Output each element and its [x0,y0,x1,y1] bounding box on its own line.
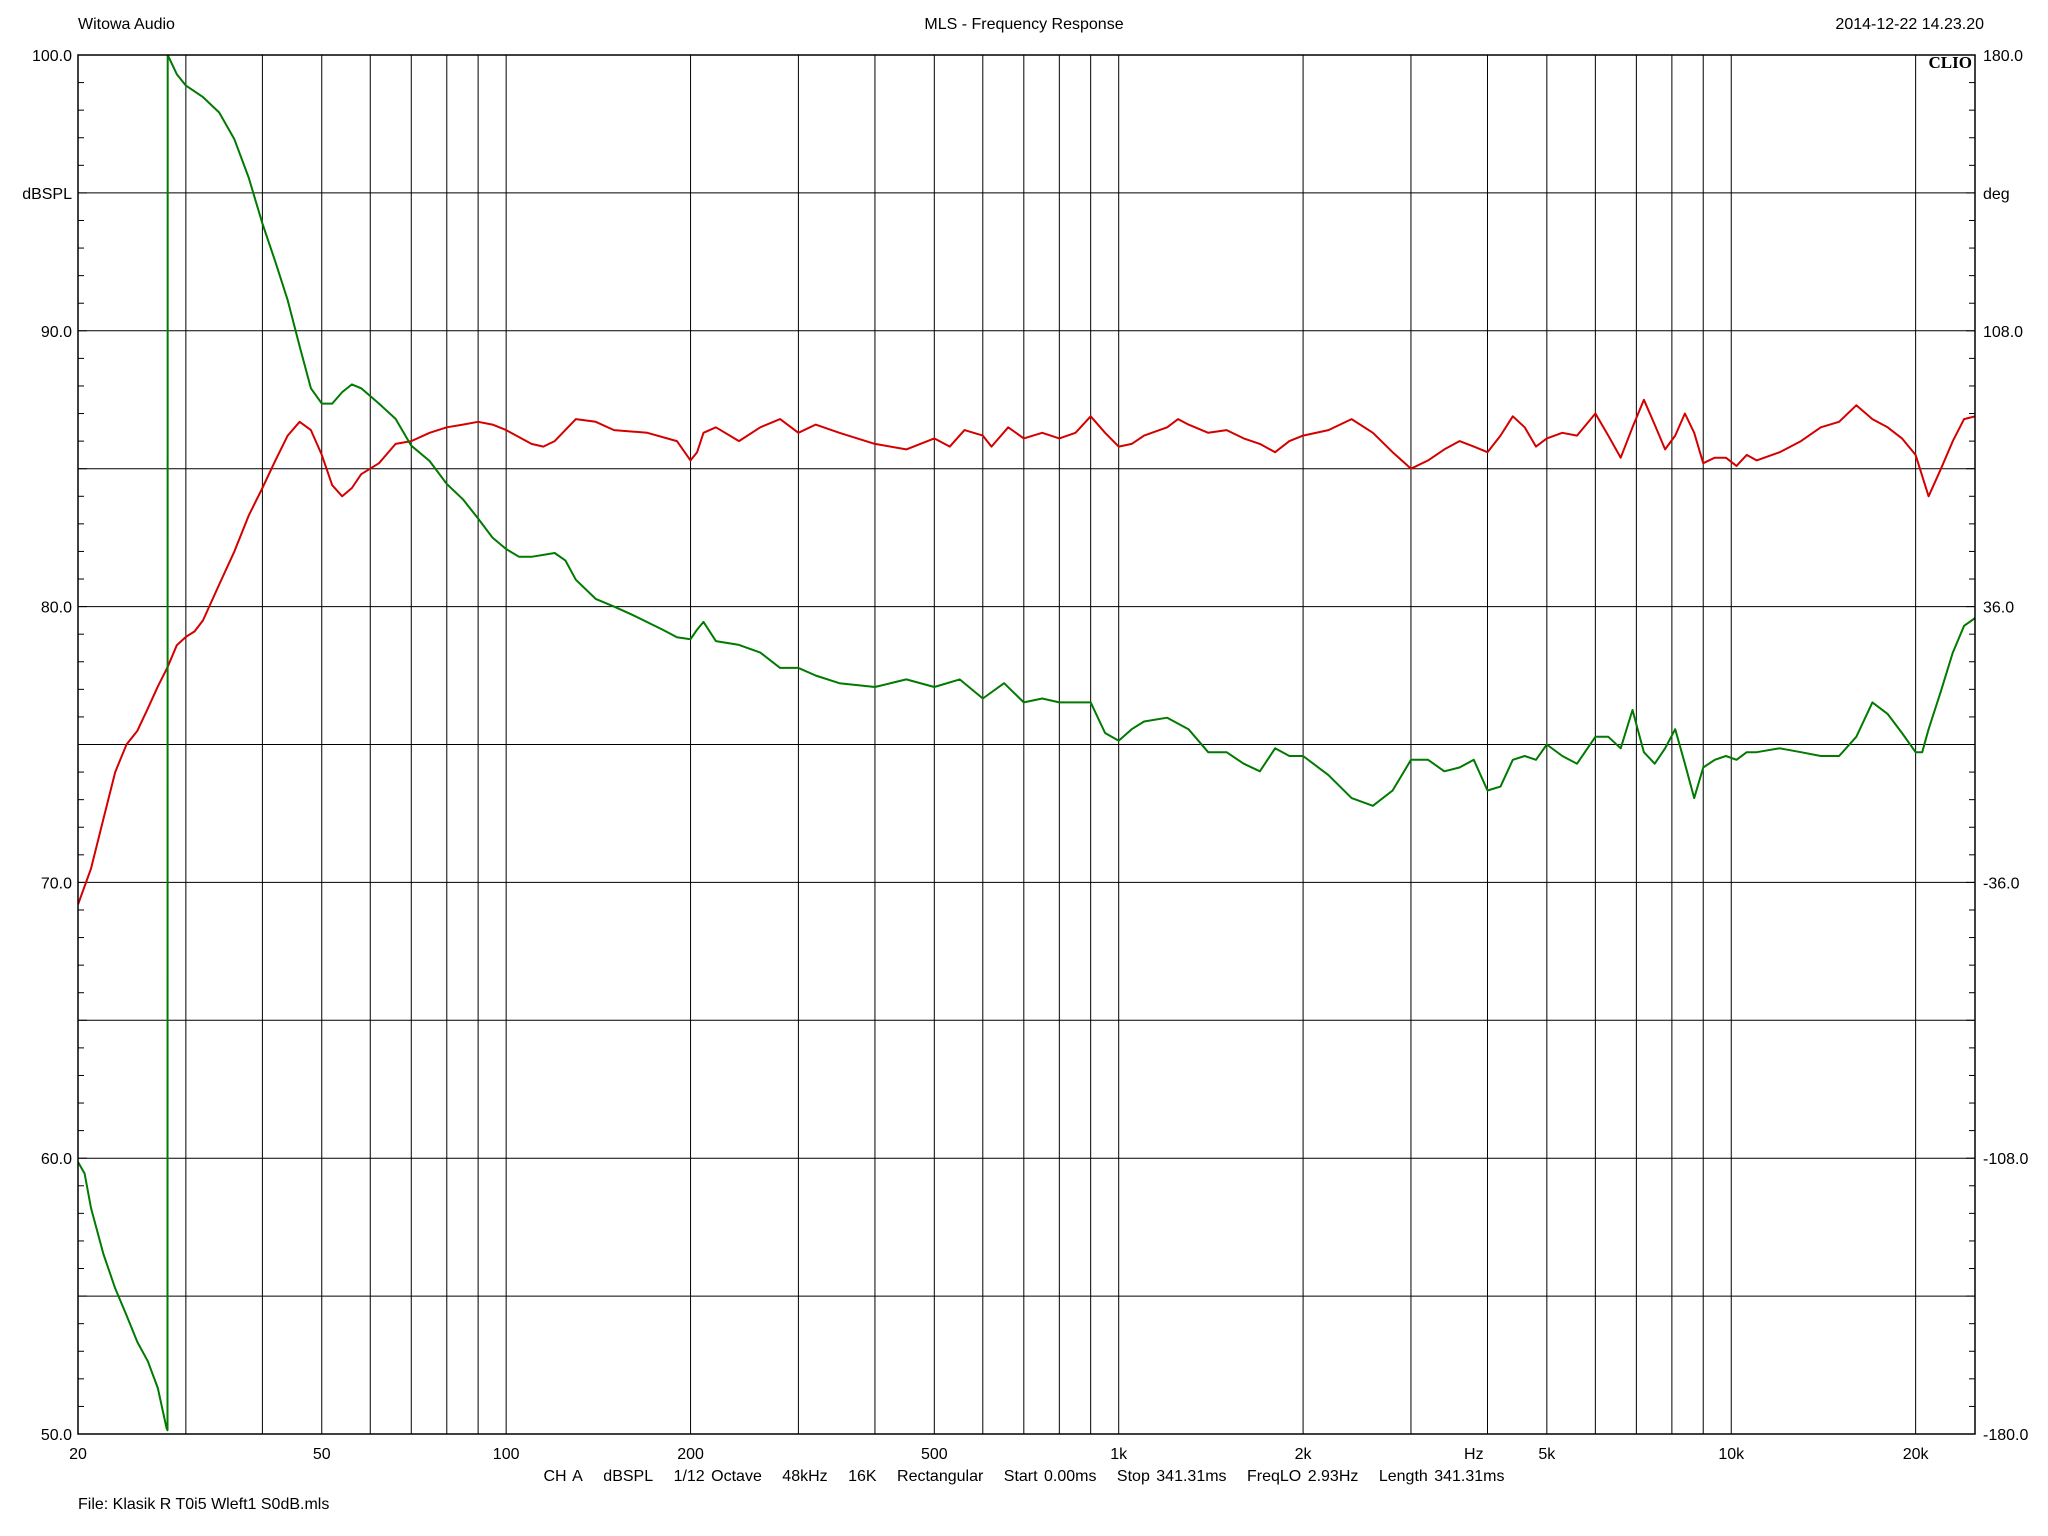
x-tick-label-6: 2k [1295,1446,1313,1463]
header-timestamp: 2014-12-22 14.23.20 [1835,16,1984,33]
file-name: File: Klasik R T0i5 Wleft1 S0dB.mls [78,1496,330,1513]
x-tick-label-4: 500 [921,1446,948,1463]
measurement-parameters: CH A dBSPL 1/12 Octave 48kHz 16K Rectang… [0,1468,2048,1486]
magnitude-curve [78,398,1975,905]
y-left-tick-label-5: 60.0 [41,1151,72,1168]
x-tick-label-1: 50 [313,1446,331,1463]
param-length: Length 341.31ms [1378,1468,1505,1485]
y-right-tick-label-5: -108.0 [1983,1151,2028,1168]
param-sample-rate: 48kHz [782,1468,828,1485]
param-stop: Stop 341.31ms [1116,1468,1227,1485]
grid-lines [78,55,1975,1434]
param-window: Rectangular [897,1468,984,1485]
x-tick-label-5: 1k [1110,1446,1128,1463]
x-tick-label-2: 100 [493,1446,520,1463]
axis-labels: 20 50 100 200 500 1k 2k Hz 5k 10k 20k 100.0 dBSPL 90.… [22,48,2028,1463]
x-tick-label-0: 20 [69,1446,87,1463]
param-freqlo: FreqLO 2.93Hz [1247,1468,1359,1485]
y-left-tick-label-2: 90.0 [41,324,72,341]
phase-curve [78,55,1975,1432]
param-smoothing: 1/12 Octave [673,1468,762,1485]
y-left-tick-label-6: 50.0 [41,1427,72,1444]
y-left-tick-label-0: 100.0 [32,48,72,65]
x-tick-label-3: 200 [677,1446,704,1463]
y-left-tick-label-3: 80.0 [41,600,72,617]
chart-title: MLS - Frequency Response [924,16,1124,33]
param-unit: dBSPL [603,1468,654,1485]
y-right-tick-label-2: 108.0 [1983,324,2023,341]
y-right-tick-label-0: 180.0 [1983,48,2023,65]
clio-logo: CLIO [1929,53,1972,72]
x-tick-label-7: Hz [1464,1446,1484,1463]
data-curves [78,55,1975,1432]
y-left-tick-label-4: 70.0 [41,875,72,892]
x-tick-label-9: 10k [1718,1446,1745,1463]
y-right-tick-label-1: deg [1983,186,2010,203]
x-tick-label-10: 20k [1903,1446,1930,1463]
param-size: 16K [848,1468,877,1485]
y-right-tick-label-3: 36.0 [1983,600,2014,617]
y-right-tick-label-6: -180.0 [1983,1427,2028,1444]
plot-frame [77,54,1976,1435]
param-channel: CH A [543,1468,583,1485]
header-company: Witowa Audio [78,16,175,33]
y-left-tick-label-1: dBSPL [22,186,72,203]
x-tick-label-8: 5k [1538,1446,1556,1463]
param-start: Start 0.00ms [1003,1468,1097,1485]
y-right-tick-label-4: -36.0 [1983,875,2020,892]
